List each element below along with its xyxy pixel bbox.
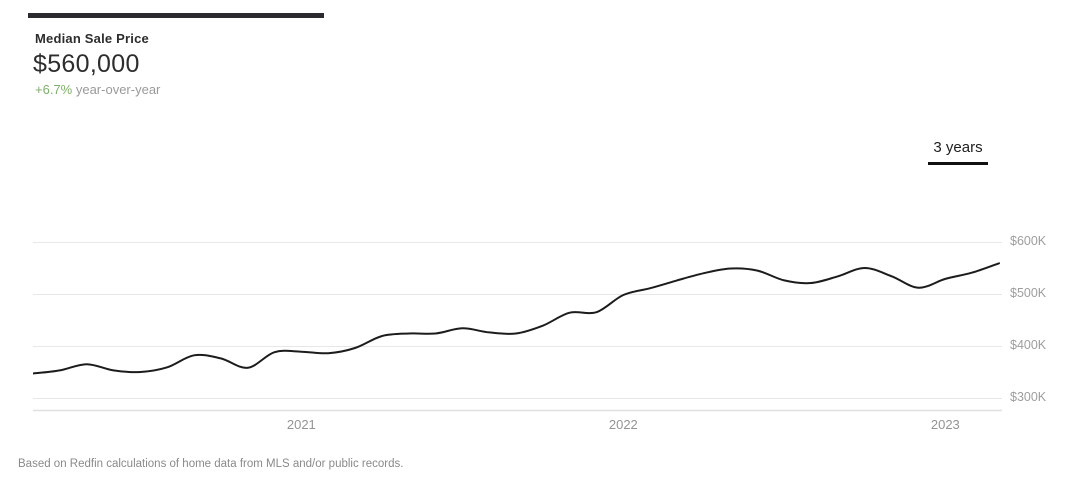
price-trend-line — [33, 262, 1000, 375]
y-tick-label: $500K — [1010, 286, 1047, 301]
period-tab-3-years[interactable]: 3 years — [920, 138, 996, 168]
period-tab-active-underline — [928, 162, 988, 165]
x-tick-label: 2023 — [930, 417, 960, 432]
x-tick-label: 2021 — [286, 417, 316, 432]
y-tick-label: $400K — [1010, 338, 1047, 353]
metric-label: Median Sale Price — [35, 31, 149, 46]
price-trend-line-chart[interactable] — [33, 230, 1002, 412]
y-tick-label: $600K — [1010, 234, 1047, 249]
metric-value: $560,000 — [33, 50, 140, 78]
card-accent-bar — [28, 13, 324, 18]
x-tick-label: 2022 — [608, 417, 638, 432]
change-percent: +6.7% — [35, 82, 73, 97]
y-axis: $600K $500K $400K $300K — [1010, 230, 1076, 412]
change-suffix: year-over-year — [72, 82, 161, 97]
metric-change: +6.7% year-over-year — [35, 82, 160, 97]
disclaimer-text: Based on Redfin calculations of home dat… — [18, 458, 404, 470]
y-tick-label: $300K — [1010, 390, 1047, 405]
x-axis: 2021 2022 2023 — [33, 417, 1002, 433]
period-tab-label: 3 years — [933, 139, 983, 156]
